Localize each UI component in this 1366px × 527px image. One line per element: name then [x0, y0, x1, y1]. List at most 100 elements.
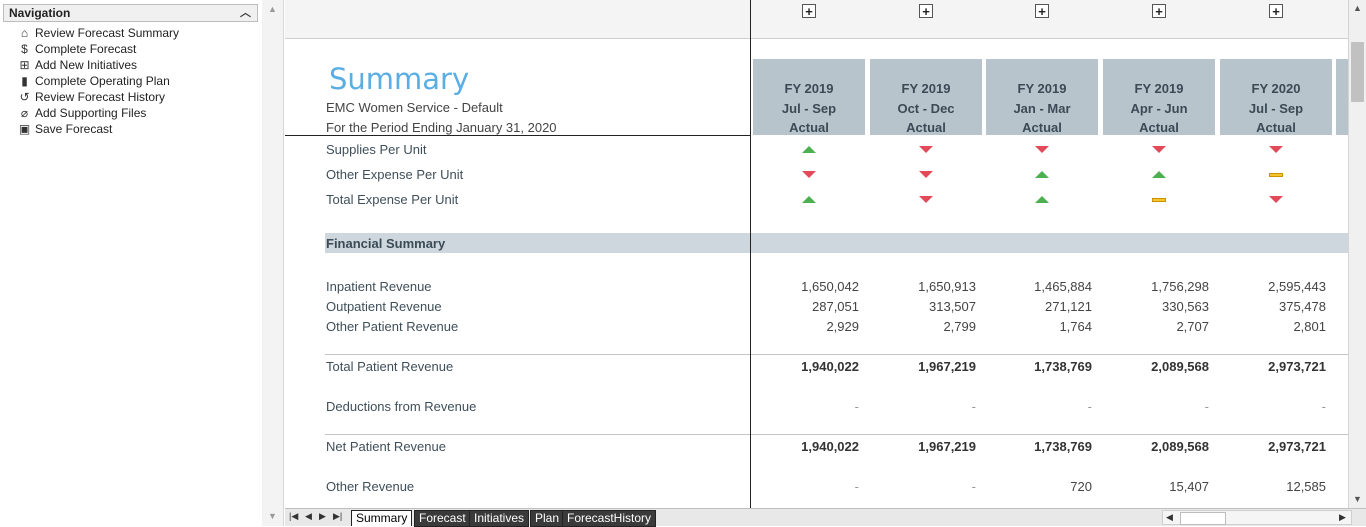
- scroll-down-icon[interactable]: ▼: [268, 511, 277, 521]
- spreadsheet[interactable]: + + + + + Summary EMC Women Service - Defaul…: [285, 0, 1348, 508]
- tab-initiatives[interactable]: Initiatives: [469, 510, 530, 527]
- cell-value[interactable]: 1,738,769: [1034, 359, 1092, 374]
- column-header[interactable]: FY 2020 Jul - Sep Actual: [1220, 59, 1332, 135]
- outline-band: [285, 0, 1348, 39]
- cell-value[interactable]: 1,465,884: [1034, 279, 1092, 294]
- nav-item-label: Save Forecast: [35, 122, 113, 136]
- nav-item[interactable]: ⌂ Review Forecast Summary: [18, 25, 179, 41]
- trend-down-icon: [1269, 196, 1283, 203]
- column-header-fy: FY 2019: [1017, 81, 1067, 96]
- column-header[interactable]: FY 2019 Jul - Sep Actual: [753, 59, 865, 135]
- nav-item[interactable]: ↺ Review Forecast History: [18, 89, 165, 105]
- cell-value[interactable]: 1,738,769: [1034, 439, 1092, 454]
- cell-value[interactable]: 2,801: [1293, 319, 1326, 334]
- column-header[interactable]: FY 2019 Apr - Jun Actual: [1103, 59, 1215, 135]
- cell-value[interactable]: 1,650,042: [801, 279, 859, 294]
- paperclip-icon: ⌀: [20, 106, 29, 120]
- cell-value[interactable]: 12,585: [1286, 479, 1326, 494]
- cell-value[interactable]: 1,650,913: [918, 279, 976, 294]
- nav-item-label: Complete Forecast: [35, 42, 137, 56]
- horizontal-scrollbar[interactable]: ◀ ▶: [1162, 510, 1352, 525]
- cell-value[interactable]: 271,121: [1045, 299, 1092, 314]
- next-sheet-icon[interactable]: ▶: [319, 511, 326, 521]
- scroll-right-icon[interactable]: ▶: [1339, 512, 1346, 522]
- nav-item[interactable]: ⊞ Add New Initiatives: [18, 57, 137, 73]
- section-band: [325, 233, 1348, 253]
- scroll-up-icon[interactable]: ▲: [268, 4, 277, 14]
- entity-name: EMC Women Service - Default: [326, 100, 503, 115]
- expand-column-button[interactable]: +: [919, 4, 933, 18]
- cell-value[interactable]: -: [854, 399, 859, 414]
- section-title: Financial Summary: [326, 236, 446, 251]
- cell-value[interactable]: 1,967,219: [918, 439, 976, 454]
- cell-value[interactable]: 313,507: [929, 299, 976, 314]
- scroll-up-icon[interactable]: ▲: [1353, 3, 1362, 13]
- tab-forecasthistory[interactable]: ForecastHistory: [562, 510, 657, 527]
- cell-value[interactable]: 2,973,721: [1268, 359, 1326, 374]
- tab-plan[interactable]: Plan: [530, 510, 565, 527]
- cell-value[interactable]: -: [971, 479, 976, 494]
- cell-value[interactable]: 330,563: [1162, 299, 1209, 314]
- cell-value[interactable]: 1,756,298: [1151, 279, 1209, 294]
- row-label: Other Patient Revenue: [326, 319, 459, 334]
- column-header[interactable]: FY 2019 Jan - Mar Actual: [986, 59, 1098, 135]
- vertical-scrollbar[interactable]: ▲ ▼: [1348, 0, 1366, 508]
- prev-sheet-icon[interactable]: ◀: [305, 511, 312, 521]
- cell-value[interactable]: 2,707: [1176, 319, 1209, 334]
- cell-value[interactable]: 720: [1070, 479, 1092, 494]
- cell-value[interactable]: 2,595,443: [1268, 279, 1326, 294]
- cell-value[interactable]: 1,940,022: [801, 359, 859, 374]
- indicator-label: Supplies Per Unit: [326, 142, 427, 157]
- expand-column-button[interactable]: +: [1035, 4, 1049, 18]
- nav-item[interactable]: ▣ Save Forecast: [18, 121, 113, 137]
- navigation-scrollbar[interactable]: ▲ ▼: [262, 0, 284, 526]
- cell-value[interactable]: 2,973,721: [1268, 439, 1326, 454]
- cell-value[interactable]: 2,799: [943, 319, 976, 334]
- column-header-type: Actual: [1022, 120, 1062, 135]
- cell-value[interactable]: -: [1321, 399, 1326, 414]
- cell-value[interactable]: 375,478: [1279, 299, 1326, 314]
- nav-item[interactable]: ▮ Complete Operating Plan: [18, 73, 170, 89]
- column-header[interactable]: FY 2019 Oct - Dec Actual: [870, 59, 982, 135]
- trend-down-icon: [1035, 146, 1049, 153]
- column-header-range: Jul - Sep: [1248, 100, 1304, 116]
- cell-value[interactable]: 2,089,568: [1151, 439, 1209, 454]
- scroll-thumb[interactable]: [1351, 42, 1364, 102]
- cell-value[interactable]: 2,089,568: [1151, 359, 1209, 374]
- cell-value[interactable]: 1,764: [1059, 319, 1092, 334]
- cell-value[interactable]: -: [1087, 399, 1092, 414]
- cell-value[interactable]: -: [1204, 399, 1209, 414]
- cell-value[interactable]: -: [854, 479, 859, 494]
- expand-column-button[interactable]: +: [1269, 4, 1283, 18]
- period-text: For the Period Ending January 31, 2020: [326, 120, 557, 135]
- column-header-range: Oct - Dec: [897, 100, 955, 116]
- first-sheet-icon[interactable]: |◀: [289, 511, 299, 521]
- cell-value[interactable]: 2,929: [826, 319, 859, 334]
- collapse-icon[interactable]: ︿: [240, 7, 251, 19]
- nav-item[interactable]: ⌀ Add Supporting Files: [18, 105, 147, 121]
- cell-value[interactable]: -: [971, 399, 976, 414]
- trend-up-icon: [1035, 171, 1049, 178]
- column-header-partial: [1336, 59, 1348, 135]
- tab-forecast[interactable]: Forecast: [414, 510, 471, 527]
- scroll-thumb[interactable]: [1180, 512, 1226, 525]
- cell-value[interactable]: 1,940,022: [801, 439, 859, 454]
- last-sheet-icon[interactable]: ▶|: [333, 511, 343, 521]
- column-header-range: Jan - Mar: [1013, 100, 1071, 116]
- scroll-down-icon[interactable]: ▼: [1353, 494, 1362, 504]
- cell-value[interactable]: 15,407: [1169, 479, 1209, 494]
- cell-value[interactable]: 287,051: [812, 299, 859, 314]
- trend-flat-icon: [1152, 198, 1166, 202]
- scroll-left-icon[interactable]: ◀: [1166, 512, 1173, 522]
- navigation-header[interactable]: Navigation ︿: [3, 4, 258, 22]
- trend-up-icon: [802, 146, 816, 153]
- cell-value[interactable]: 1,967,219: [918, 359, 976, 374]
- row-label: Other Revenue: [326, 479, 415, 494]
- nav-item[interactable]: $ Complete Forecast: [18, 41, 136, 57]
- expand-column-button[interactable]: +: [802, 4, 816, 18]
- trend-up-icon: [1035, 196, 1049, 203]
- row-label: Deductions from Revenue: [326, 399, 477, 414]
- sheet-tab-bar: |◀ ◀ ▶ ▶| Summary Forecast Initiatives Plan…: [285, 508, 1366, 527]
- expand-column-button[interactable]: +: [1152, 4, 1166, 18]
- tab-summary[interactable]: Summary: [351, 510, 413, 526]
